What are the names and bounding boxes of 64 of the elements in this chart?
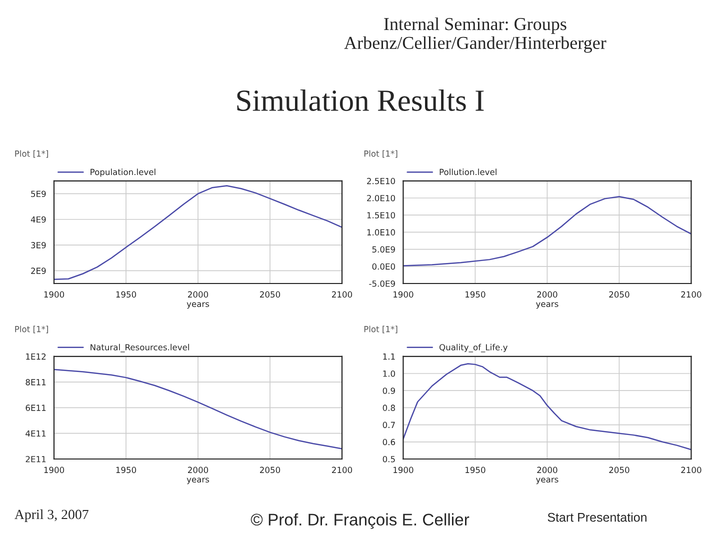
- y-tick-label: 2.5E10: [367, 178, 396, 184]
- y-tick-label: 1E12: [26, 353, 46, 360]
- x-tick-label: 1950: [466, 466, 486, 474]
- y-tick-label: 2.0E10: [367, 194, 396, 202]
- y-tick-label: 1.0: [383, 370, 396, 377]
- y-tick-label: 5E9: [31, 190, 46, 198]
- legend-label: Population.level: [90, 168, 156, 177]
- y-tick-label: 2E11: [26, 456, 46, 462]
- text: Start Presentation: [548, 512, 646, 522]
- y-tick-label: 0.6: [382, 438, 396, 446]
- y-tick-label: 0.0E0: [372, 263, 396, 270]
- y-tick-label: 0.7: [382, 422, 395, 428]
- x-tick-label: 1900: [44, 466, 64, 474]
- text: Internal Seminar: Groups Arbenz/Cellier/Gander/Hinterberger: [344, 17, 606, 53]
- x-tick-label: 2050: [609, 291, 630, 298]
- x-axis-title: years: [186, 302, 210, 309]
- y-tick-label: 6E11: [26, 404, 46, 411]
- line-series: [403, 363, 692, 450]
- x-tick-label: 1900: [394, 291, 414, 298]
- y-tick-label: 0.8: [382, 404, 395, 411]
- x-tick-label: 1950: [466, 291, 486, 298]
- y-tick-label: 4E11: [26, 430, 46, 437]
- x-tick-label: 2100: [681, 466, 702, 474]
- x-tick-label: 2050: [609, 466, 630, 474]
- y-tick-label: 1.0E10: [367, 229, 396, 236]
- chart-title: Simulation Results I: [237, 89, 484, 111]
- line-series: [403, 196, 692, 266]
- x-axis-title: years: [186, 478, 210, 484]
- x-tick-label: 2000: [188, 466, 208, 474]
- text: April 3, 2007: [14, 509, 88, 522]
- y-tick-label: 2E9: [31, 268, 46, 274]
- x-tick-label: 2050: [260, 466, 280, 474]
- text: Plot [1*]: [364, 150, 398, 158]
- line-series: [54, 368, 342, 450]
- text: Plot [1*]: [15, 150, 48, 158]
- x-tick-label: 1950: [116, 466, 136, 474]
- y-tick-label: 0.5: [382, 456, 395, 462]
- legend-label: Quality_of_Life.y: [440, 344, 508, 352]
- text: Plot [1*]: [364, 326, 398, 334]
- x-tick-label: 1900: [44, 291, 64, 298]
- x-tick-label: 1900: [394, 466, 414, 474]
- x-tick-label: 2100: [681, 291, 702, 298]
- y-tick-label: -5.0E9: [369, 280, 395, 287]
- x-tick-label: 2100: [332, 466, 352, 474]
- y-tick-label: 1.5E10: [367, 212, 396, 218]
- x-tick-label: 2000: [188, 291, 208, 298]
- x-tick-label: 2000: [537, 466, 558, 474]
- y-tick-label: 8E11: [26, 379, 46, 386]
- x-tick-label: 2000: [537, 291, 558, 298]
- y-tick-label: 4E9: [30, 216, 46, 223]
- x-tick-label: 1950: [116, 291, 136, 298]
- x-tick-label: 2050: [260, 291, 280, 298]
- line-series: [54, 185, 342, 280]
- text: © Prof. Dr. François E. Cellier: [250, 513, 470, 529]
- x-axis-title: years: [536, 478, 558, 484]
- y-tick-label: 1.1: [383, 353, 395, 360]
- x-axis-title: years: [536, 302, 558, 309]
- x-tick-label: 2100: [332, 291, 352, 298]
- y-tick-label: 3E9: [31, 242, 46, 248]
- legend-label: Pollution.level: [440, 168, 496, 176]
- legend-label: Natural_Resources.level: [90, 344, 189, 352]
- y-tick-label: 0.9: [382, 388, 395, 394]
- text: Plot [1*]: [15, 326, 48, 334]
- y-tick-label: 5.0E9: [372, 246, 395, 253]
